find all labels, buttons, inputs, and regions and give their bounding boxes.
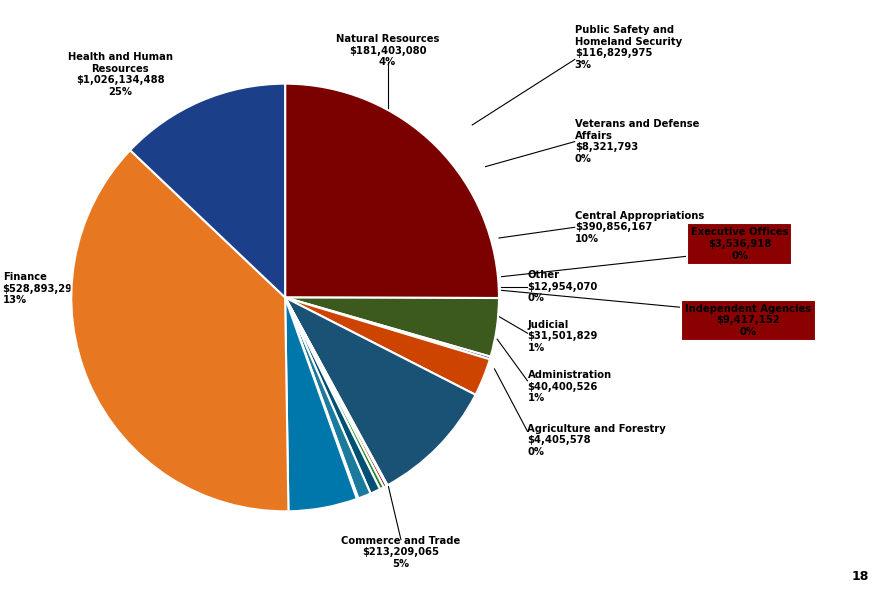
Text: Independent Agencies
$9,417,152
0%: Independent Agencies $9,417,152 0% <box>685 303 812 337</box>
Wedge shape <box>285 298 371 499</box>
Text: Agriculture and Forestry
$4,405,578
0%: Agriculture and Forestry $4,405,578 0% <box>527 424 666 457</box>
Wedge shape <box>285 298 491 359</box>
Wedge shape <box>130 84 285 298</box>
Wedge shape <box>285 298 387 487</box>
Wedge shape <box>285 298 490 395</box>
Text: Judicial
$31,501,829
1%: Judicial $31,501,829 1% <box>527 320 598 353</box>
Text: Public Safety and
Homeland Security
$116,829,975
3%: Public Safety and Homeland Security $116… <box>575 25 682 70</box>
Wedge shape <box>285 298 380 493</box>
Wedge shape <box>285 298 384 489</box>
Text: Health and Human
Resources
$1,026,134,488
25%: Health and Human Resources $1,026,134,48… <box>68 52 173 97</box>
Text: Commerce and Trade
$213,209,065
5%: Commerce and Trade $213,209,065 5% <box>341 536 461 569</box>
Text: 18: 18 <box>851 570 869 583</box>
Wedge shape <box>285 298 476 486</box>
Wedge shape <box>71 150 289 511</box>
Text: Executive Offices
$3,536,918
0%: Executive Offices $3,536,918 0% <box>691 227 789 261</box>
Text: Education
$1,530,384,053
38%: Education $1,530,384,053 38% <box>163 412 291 462</box>
Text: Administration
$40,400,526
1%: Administration $40,400,526 1% <box>527 370 611 403</box>
Wedge shape <box>285 298 357 511</box>
Text: Finance
$528,893,297
13%: Finance $528,893,297 13% <box>3 272 79 305</box>
Text: Veterans and Defense
Affairs
$8,321,793
0%: Veterans and Defense Affairs $8,321,793 … <box>575 119 699 164</box>
Wedge shape <box>285 298 388 486</box>
Wedge shape <box>285 298 499 357</box>
Wedge shape <box>285 298 358 499</box>
Text: Central Appropriations
$390,856,167
10%: Central Appropriations $390,856,167 10% <box>575 211 704 244</box>
Text: Other
$12,954,070
0%: Other $12,954,070 0% <box>527 270 598 303</box>
Text: Natural Resources
$181,403,080
4%: Natural Resources $181,403,080 4% <box>336 34 439 67</box>
Wedge shape <box>285 84 499 298</box>
